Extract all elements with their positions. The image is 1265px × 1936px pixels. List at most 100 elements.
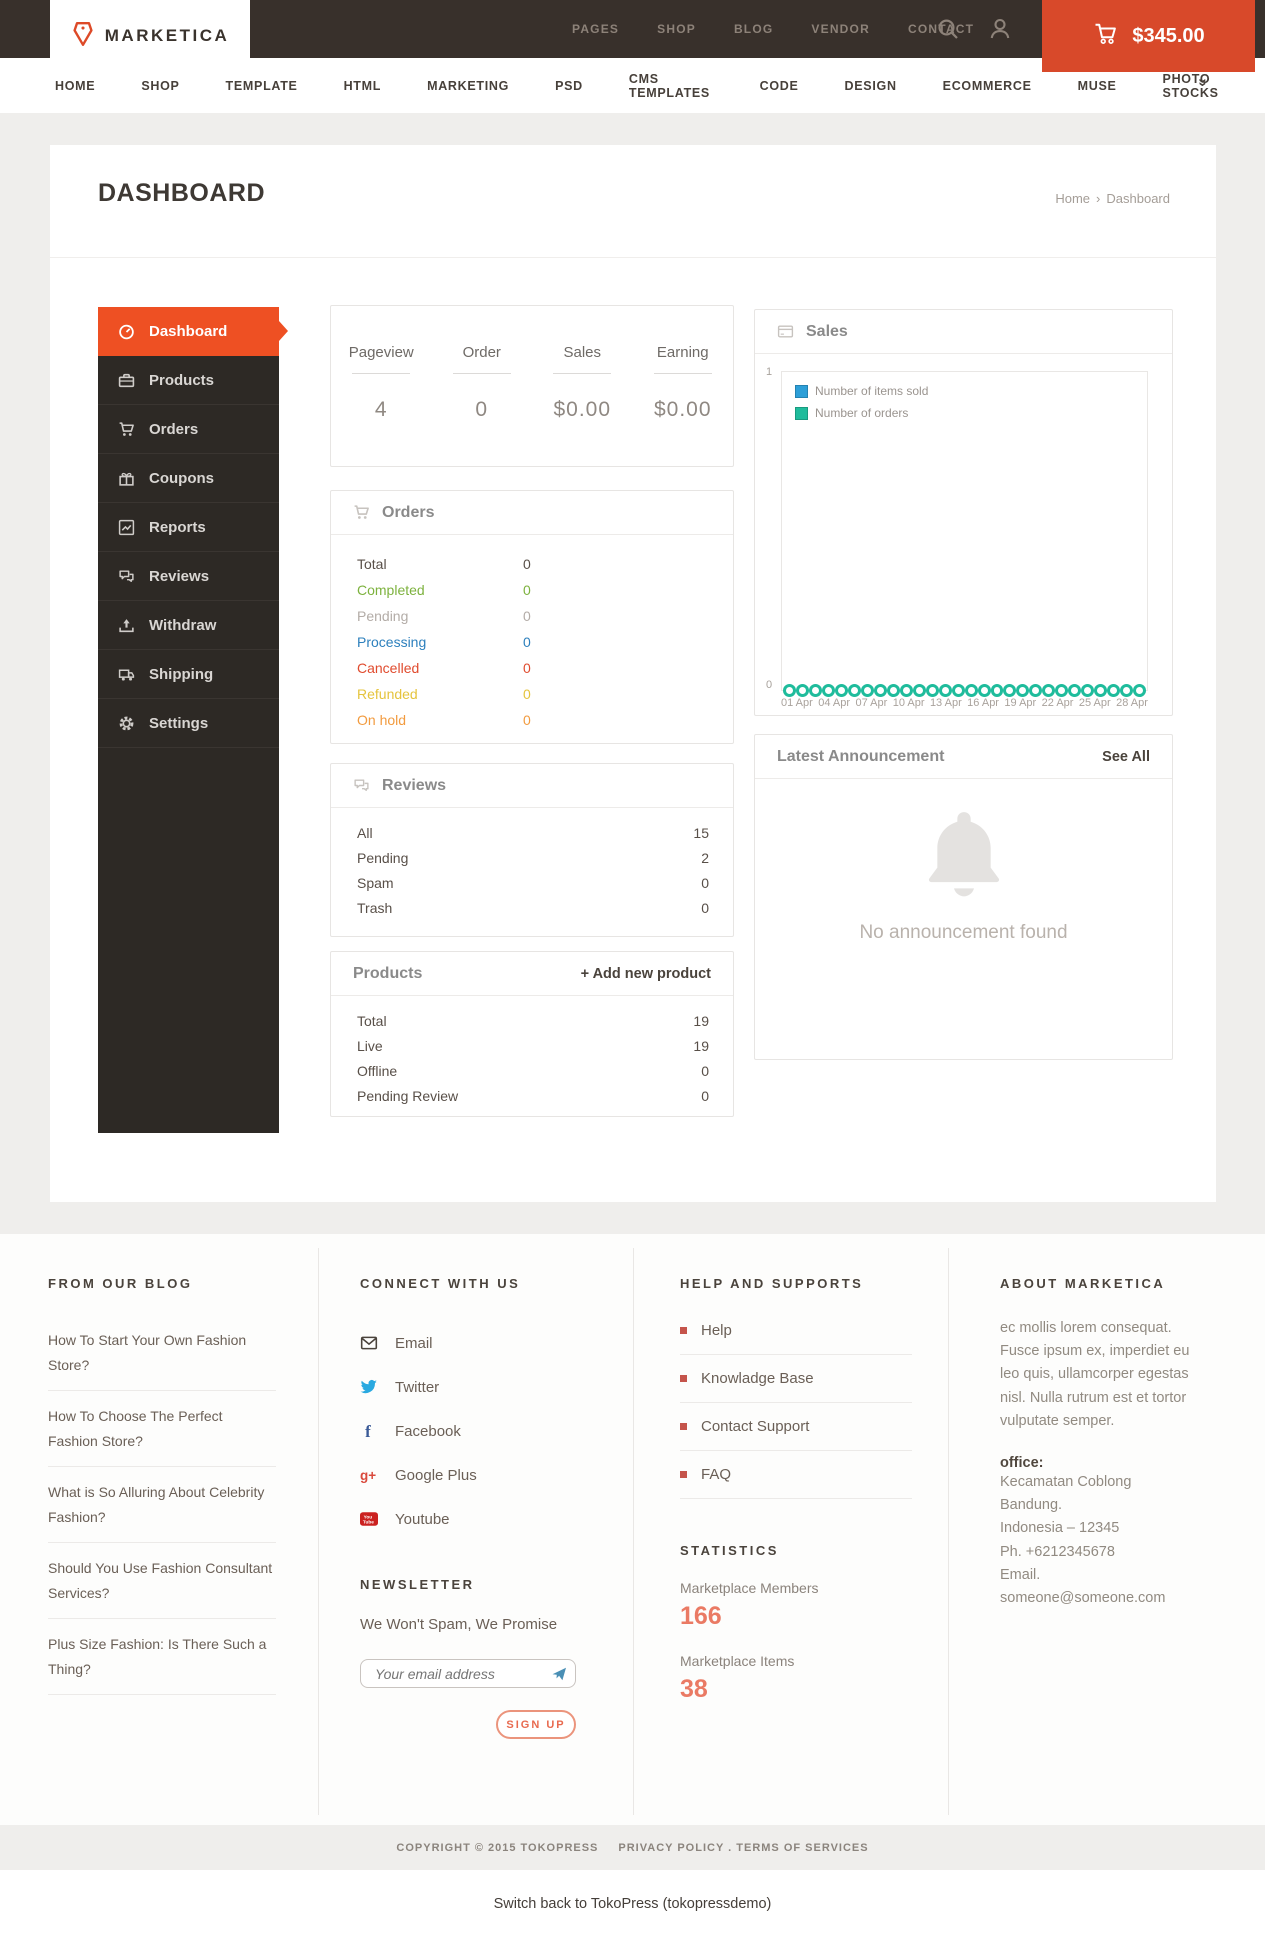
topbar-link-blog[interactable]: BLOG xyxy=(733,22,774,36)
orders-status-link[interactable]: Completed xyxy=(357,582,425,598)
sidebar-item-products[interactable]: Products xyxy=(98,356,279,405)
main-nav-link-ecommerce[interactable]: ECOMMERCE xyxy=(942,78,1032,93)
products-count: 0 xyxy=(701,1087,709,1104)
reviews-count: 15 xyxy=(693,824,709,841)
blog-post-link[interactable]: How To Start Your Own Fashion Store? xyxy=(48,1315,276,1391)
search-icon[interactable] xyxy=(936,17,960,41)
help-link-label: FAQ xyxy=(701,1466,732,1483)
orders-status-link[interactable]: Pending xyxy=(357,608,409,624)
google-plus-icon: g+ xyxy=(360,1466,378,1484)
social-link-email[interactable]: Email xyxy=(360,1321,590,1365)
paper-plane-icon[interactable] xyxy=(551,1666,567,1682)
blog-post-link[interactable]: Plus Size Fashion: Is There Such a Thing… xyxy=(48,1619,276,1695)
social-link-facebook[interactable]: f Facebook xyxy=(360,1409,590,1453)
reviews-link[interactable]: All xyxy=(357,824,373,841)
main-nav-link-template[interactable]: TEMPLATE xyxy=(225,78,298,93)
sidebar-item-coupons[interactable]: Coupons xyxy=(98,454,279,503)
switch-back-link[interactable]: Switch back to TokoPress (tokopressdemo) xyxy=(493,1896,772,1912)
products-link[interactable]: Pending Review xyxy=(357,1087,459,1104)
sidebar-item-label: Orders xyxy=(149,420,199,438)
see-all-link[interactable]: See All xyxy=(1102,748,1150,765)
orders-status-link[interactable]: On hold xyxy=(357,712,407,728)
sales-panel-header: Sales xyxy=(755,310,1172,354)
main-nav-link-html[interactable]: HTML xyxy=(343,78,382,93)
main-nav-link-marketing[interactable]: MARKETING xyxy=(427,78,510,93)
legal-links[interactable]: PRIVACY POLICY . TERMS OF SERVICES xyxy=(618,1841,869,1854)
orders-status-link[interactable]: Refunded xyxy=(357,686,418,702)
main-nav-link-psd[interactable]: PSD xyxy=(555,78,583,93)
topbar-link-pages[interactable]: PAGES xyxy=(572,22,620,36)
page-header: DASHBOARD Home › Dashboard xyxy=(50,145,1216,258)
main-nav-link-design[interactable]: DESIGN xyxy=(844,78,897,93)
main-nav-link-shop[interactable]: SHOP xyxy=(141,78,180,93)
sidebar-item-reports[interactable]: Reports xyxy=(98,503,279,552)
x-axis-tick: 13 Apr xyxy=(929,697,962,709)
orders-status-link[interactable]: Total xyxy=(357,556,387,572)
sidebar-item-dashboard[interactable]: Dashboard xyxy=(98,307,288,356)
topbar-link-vendor[interactable]: VENDOR xyxy=(811,22,870,36)
cart-button[interactable]: $345.00 xyxy=(1042,0,1255,72)
sidebar-item-shipping[interactable]: Shipping xyxy=(98,650,279,699)
chart-plot-area: Number of items sold Number of orders xyxy=(781,371,1148,697)
main-nav-link-cms-templates[interactable]: CMS TEMPLATES xyxy=(628,71,710,100)
sidebar-item-orders[interactable]: Orders xyxy=(98,405,279,454)
footer-connect-column: CONNECT WITH US Email Twitter f Facebook g+ G… xyxy=(360,1276,590,1739)
orders-panel: Orders Total 0 Completed 0 Pending 0 Processin… xyxy=(330,490,734,744)
brand-logo[interactable]: MARKETICA xyxy=(50,0,250,72)
office-label: office: xyxy=(1000,1454,1044,1471)
social-link-label: Facebook xyxy=(395,1422,461,1440)
social-link-youtube[interactable]: You Tube Youtube xyxy=(360,1497,590,1541)
products-count: 0 xyxy=(701,1062,709,1079)
products-link[interactable]: Offline xyxy=(357,1062,398,1079)
topbar-link-shop[interactable]: SHOP xyxy=(657,22,696,36)
orders-status-count: 0 xyxy=(523,582,531,598)
products-link[interactable]: Live xyxy=(357,1037,383,1054)
reviews-link[interactable]: Trash xyxy=(357,899,393,916)
products-link[interactable]: Total xyxy=(357,1012,387,1029)
reviews-row-all: All 15 xyxy=(357,820,709,845)
stat-pageview: Pageview 4 xyxy=(331,344,432,466)
sidebar-item-reviews[interactable]: Reviews xyxy=(98,552,279,601)
newsletter-email-input[interactable] xyxy=(360,1659,576,1688)
main-nav-link-muse[interactable]: MUSE xyxy=(1077,78,1117,93)
orders-row-processing: Processing 0 xyxy=(357,629,711,655)
social-link-twitter[interactable]: Twitter xyxy=(360,1365,590,1409)
breadcrumb-home[interactable]: Home xyxy=(1055,191,1091,206)
social-link-label: Youtube xyxy=(395,1510,450,1528)
help-link-knowladge-base[interactable]: Knowladge Base xyxy=(680,1355,912,1403)
social-link-google-plus[interactable]: g+ Google Plus xyxy=(360,1453,590,1497)
orders-row-refunded: Refunded 0 xyxy=(357,681,711,707)
orders-status-link[interactable]: Processing xyxy=(357,634,427,650)
sidebar-item-settings[interactable]: Settings xyxy=(98,699,279,748)
sidebar-item-withdraw[interactable]: Withdraw xyxy=(98,601,279,650)
more-chevron-icon[interactable]: » xyxy=(1194,78,1212,87)
main-nav-link-home[interactable]: HOME xyxy=(55,78,96,93)
gauge-icon xyxy=(118,323,135,340)
data-point-marker xyxy=(1107,684,1121,697)
add-new-product-link[interactable]: + Add new product xyxy=(580,965,711,982)
about-text: ec mollis lorem consequat. Fusce ipsum e… xyxy=(1000,1320,1190,1429)
stat-label: Sales xyxy=(563,344,602,361)
help-link-help[interactable]: Help xyxy=(680,1307,912,1355)
signup-button[interactable]: SIGN UP xyxy=(496,1710,576,1739)
stat-label: Order xyxy=(462,344,501,361)
footer-divider xyxy=(633,1248,634,1815)
orders-status-link[interactable]: Cancelled xyxy=(357,660,420,676)
address-line: Email. someone@someone.com xyxy=(1000,1566,1166,1606)
footer-help-column: HELP AND SUPPORTS Help Knowladge Base Cont… xyxy=(680,1276,912,1704)
blog-post-link[interactable]: How To Choose The Perfect Fashion Store? xyxy=(48,1391,276,1467)
help-link-contact-support[interactable]: Contact Support xyxy=(680,1403,912,1451)
orders-status-count: 0 xyxy=(523,660,531,676)
blog-post-link[interactable]: What is So Alluring About Celebrity Fash… xyxy=(48,1467,276,1543)
help-link-faq[interactable]: FAQ xyxy=(680,1451,912,1499)
reviews-link[interactable]: Pending xyxy=(357,849,409,866)
blog-post-link[interactable]: Should You Use Fashion Consultant Servic… xyxy=(48,1543,276,1619)
user-icon[interactable] xyxy=(988,17,1012,41)
upload-icon xyxy=(118,617,135,634)
stat-order: Order 0 xyxy=(432,344,533,466)
main-nav-link-photo-stocks[interactable]: PHOTO STOCKS xyxy=(1162,71,1219,100)
reviews-link[interactable]: Spam xyxy=(357,874,394,891)
main-nav-link-code[interactable]: CODE xyxy=(759,78,799,93)
reviews-count: 2 xyxy=(701,849,709,866)
chart-legend: Number of items sold Number of orders xyxy=(795,384,928,428)
